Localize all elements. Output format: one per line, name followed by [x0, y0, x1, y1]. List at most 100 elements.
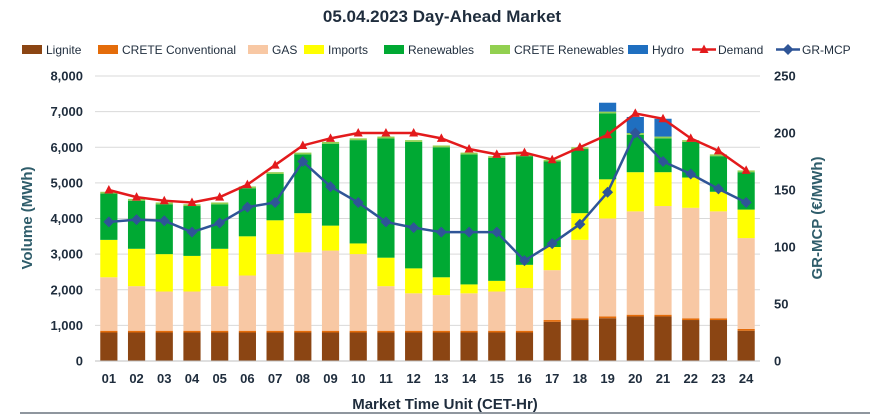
series-imports — [100, 172, 755, 296]
bar-crete-conventional — [405, 330, 423, 333]
bar-gas — [127, 286, 146, 331]
bar-lignite — [432, 332, 450, 361]
bar-imports — [460, 284, 478, 294]
y2-axis-label: GR-MCP (€/MWh) — [809, 156, 826, 279]
bar-renewables — [432, 147, 450, 278]
legend-marker — [699, 44, 709, 53]
x-axis-label: Market Time Unit (CET-Hr) — [352, 396, 538, 413]
marker-demand — [713, 145, 723, 155]
bar-crete-conventional — [543, 320, 561, 322]
bar-crete-conventional — [294, 330, 312, 333]
marker-gr-mcp — [463, 226, 475, 238]
x-tick-label: 06 — [240, 371, 254, 386]
y-tick-label: 5,000 — [50, 175, 83, 190]
bar-renewables — [349, 140, 367, 244]
bar-lignite — [488, 332, 506, 361]
marker-demand — [603, 129, 613, 139]
bar-gas — [626, 211, 644, 315]
bar-gas — [321, 250, 340, 331]
bar-imports — [626, 172, 644, 212]
marker-gr-mcp — [657, 156, 669, 167]
x-tick-label: 21 — [656, 371, 670, 386]
x-tick-label: 14 — [462, 371, 477, 386]
marker-gr-mcp — [518, 255, 530, 267]
legend-label: Hydro — [652, 43, 684, 57]
bars-group — [100, 102, 755, 361]
bar-gas — [100, 277, 118, 331]
marker-gr-mcp — [740, 197, 752, 209]
bar-lignite — [377, 332, 395, 361]
bar-lignite — [654, 316, 672, 361]
bar-renewables — [599, 113, 617, 180]
y2-tick-label: 250 — [774, 69, 796, 84]
x-tick-label: 16 — [517, 371, 531, 386]
marker-demand — [658, 113, 668, 123]
x-tick-label: 07 — [268, 371, 282, 386]
legend-swatch — [304, 45, 324, 54]
legend-label: Demand — [718, 43, 763, 57]
bar-crete-renewables — [432, 145, 450, 148]
marker-demand — [409, 128, 419, 137]
bar-renewables — [155, 204, 173, 255]
legend-swatch — [248, 45, 268, 54]
bar-crete-renewables — [349, 138, 367, 141]
y2-tick-label: 150 — [774, 183, 796, 198]
marker-gr-mcp — [491, 226, 503, 238]
lines-group — [103, 108, 752, 267]
bar-gas — [654, 206, 672, 315]
bar-renewables — [571, 149, 589, 214]
marker-demand — [686, 133, 696, 142]
bar-imports — [238, 236, 256, 276]
marker-demand — [298, 140, 308, 149]
marker-gr-mcp — [574, 218, 586, 230]
x-tick-label: 09 — [323, 371, 337, 386]
bar-imports — [682, 177, 700, 208]
bar-lignite — [183, 332, 201, 361]
bar-renewables — [709, 156, 728, 192]
bar-lignite — [460, 332, 478, 361]
x-tick-label: 05 — [212, 371, 226, 386]
x-tick-label: 17 — [545, 371, 559, 386]
marker-gr-mcp — [546, 238, 558, 250]
bar-gas — [737, 238, 755, 329]
bar-crete-renewables — [460, 152, 478, 155]
bar-imports — [155, 254, 173, 292]
x-tick-label: 04 — [185, 371, 200, 386]
bar-imports — [294, 213, 312, 253]
bar-gas — [682, 207, 700, 319]
bar-imports — [100, 239, 118, 278]
marker-gr-mcp — [269, 197, 281, 209]
x-tick-label: 19 — [600, 371, 614, 386]
x-tick-label: 23 — [711, 371, 725, 386]
marker-gr-mcp — [408, 222, 420, 234]
marker-demand — [492, 149, 502, 158]
marker-demand — [270, 160, 280, 169]
bar-crete-renewables — [654, 136, 672, 139]
bar-crete-conventional — [349, 330, 367, 333]
y-tick-label: 3,000 — [50, 247, 83, 262]
bar-gas — [571, 239, 589, 319]
bar-imports — [432, 277, 450, 296]
bar-renewables — [515, 156, 534, 265]
bar-crete-renewables — [321, 141, 340, 144]
bar-crete-conventional — [654, 314, 672, 317]
bar-lignite — [349, 332, 367, 361]
axes-group: 0 1,000 2,000 3,000 4,000 5,000 6,000 7,000 8,00… — [50, 69, 795, 387]
bar-gas — [294, 252, 312, 331]
bar-lignite — [682, 320, 700, 361]
marker-demand — [575, 142, 585, 151]
marker-gr-mcp — [158, 215, 170, 227]
bar-lignite — [515, 332, 534, 361]
bar-hydro — [599, 102, 617, 112]
legend-item-hydro: Hydro — [628, 43, 684, 57]
bar-crete-renewables — [377, 136, 395, 139]
series-gr-mcp — [103, 127, 752, 267]
bar-imports — [377, 257, 395, 287]
bar-lignite — [571, 320, 589, 361]
series-demand — [104, 108, 751, 206]
marker-demand — [381, 128, 391, 137]
bar-crete-conventional — [682, 318, 700, 321]
bar-crete-conventional — [737, 328, 755, 331]
marker-demand — [242, 179, 252, 189]
